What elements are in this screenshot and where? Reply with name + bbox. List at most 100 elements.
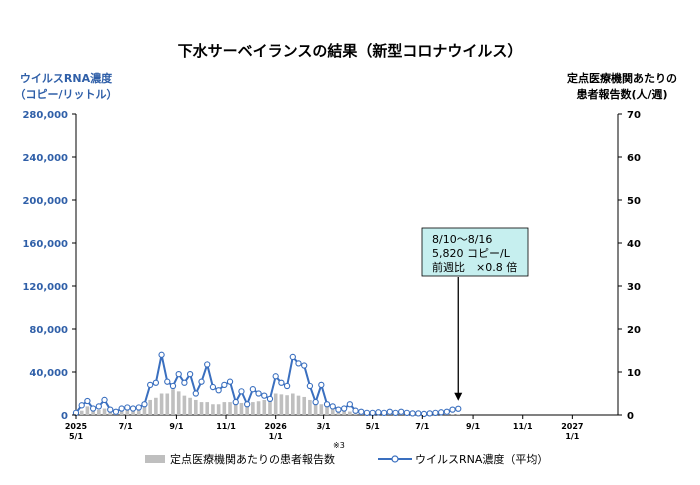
line-point: [198, 378, 205, 385]
bar: [205, 402, 210, 415]
line-point: [329, 403, 336, 410]
bar: [194, 399, 198, 415]
line-point: [312, 398, 319, 406]
bar: [296, 395, 301, 415]
bar: [176, 391, 181, 415]
line-point: [346, 401, 354, 408]
bar: [273, 393, 278, 415]
line-point: [403, 409, 411, 416]
line-point: [204, 361, 211, 368]
line-point: [449, 406, 456, 413]
legend: 定点医療機関あたりの患者報告数 ウイルスRNA濃度（平均）: [145, 452, 548, 466]
series-line: [75, 354, 459, 415]
line-point: [278, 379, 285, 386]
line-point: [181, 379, 188, 386]
line-point: [226, 378, 234, 385]
bar: [228, 402, 232, 415]
line-point: [209, 383, 217, 391]
y-left-tick-label: 200,000: [22, 196, 68, 207]
annotation-line: 前週比 ×0.8 倍: [432, 260, 517, 274]
bar: [279, 394, 284, 415]
bar: [251, 402, 255, 415]
line-point: [415, 410, 422, 417]
line-point: [266, 395, 274, 403]
y-right-tick-label: 60: [627, 153, 641, 164]
bar: [79, 410, 84, 415]
line-point: [89, 405, 97, 412]
y-left-tick-label: 160,000: [22, 239, 68, 250]
chart-title: 下水サーベイランスの結果（新型コロナウイルス）: [178, 42, 523, 60]
line-point: [340, 405, 348, 412]
bar: [245, 402, 249, 415]
x-tick-label: 2025: [65, 422, 88, 431]
line-point: [392, 409, 399, 416]
x-tick-label: 7/1: [119, 422, 133, 431]
y-left-tick-label: 80,000: [29, 325, 68, 336]
bar: [308, 399, 312, 415]
y-left-title-line2: （コピー/リットル）: [14, 88, 117, 101]
line-point: [283, 382, 291, 390]
plot-area: [75, 114, 619, 416]
line-series: [72, 351, 462, 418]
annotation-arrow-head: [454, 392, 463, 401]
bar: [125, 409, 130, 415]
bar: [211, 404, 215, 415]
bar: [256, 401, 261, 415]
line-point: [232, 398, 239, 406]
y-right-tick-label: 30: [627, 282, 641, 293]
bar: [85, 406, 90, 415]
annotation-line: 8/10～8/16: [432, 233, 492, 246]
y-right-tick-label: 40: [627, 239, 641, 250]
bar: [165, 393, 170, 415]
line-point: [323, 401, 331, 408]
bar: [450, 414, 455, 415]
line-point: [335, 406, 342, 413]
line-point: [443, 408, 450, 415]
line-point: [272, 373, 279, 380]
bar: [171, 389, 175, 415]
bar: [159, 393, 164, 415]
line-point: [112, 408, 120, 415]
x-tick-label: 5/1: [366, 422, 380, 431]
bar: [119, 409, 124, 415]
y-right-tick-label: 70: [627, 110, 641, 121]
line-point: [215, 387, 222, 394]
y-left-title-line1: ウイルスRNA濃度: [20, 71, 113, 85]
line-point: [289, 353, 296, 361]
bar: [142, 404, 147, 415]
x-tick-label: 7/1: [415, 422, 429, 431]
bar: [342, 410, 346, 415]
line-point: [147, 381, 154, 389]
bar: [182, 395, 187, 415]
y-left-tick-label: 40,000: [29, 368, 68, 379]
line-point: [175, 370, 182, 378]
bar: [188, 397, 192, 415]
bar: [216, 404, 221, 415]
bar: [233, 404, 238, 415]
line-point: [244, 401, 251, 408]
footnote: ※3: [333, 441, 345, 450]
x-tick-label: 2026: [265, 422, 288, 431]
legend-line-label: ウイルスRNA濃度（平均）: [415, 452, 548, 466]
line-point: [107, 406, 114, 413]
legend-bar-swatch: [145, 455, 165, 463]
line-point: [255, 390, 262, 397]
line-point: [135, 404, 142, 411]
bar: [291, 393, 295, 415]
x-tick-label: 11/1: [513, 422, 533, 431]
line-point: [158, 351, 165, 358]
x-tick-sublabel: 5/1: [69, 432, 83, 441]
y-left-tick-label: 280,000: [22, 110, 68, 121]
bar: [262, 399, 267, 415]
annotation-line: 5,820 コピー/L: [432, 247, 511, 260]
line-point: [375, 409, 382, 416]
line-point: [363, 409, 371, 416]
bar: [239, 402, 244, 415]
line-point: [398, 408, 405, 415]
line-point: [164, 378, 171, 385]
bar: [456, 414, 461, 415]
y-left-tick-label: 120,000: [22, 282, 68, 293]
x-tick-label: 2027: [561, 422, 583, 431]
x-tick-sublabel: 1/1: [565, 432, 579, 441]
